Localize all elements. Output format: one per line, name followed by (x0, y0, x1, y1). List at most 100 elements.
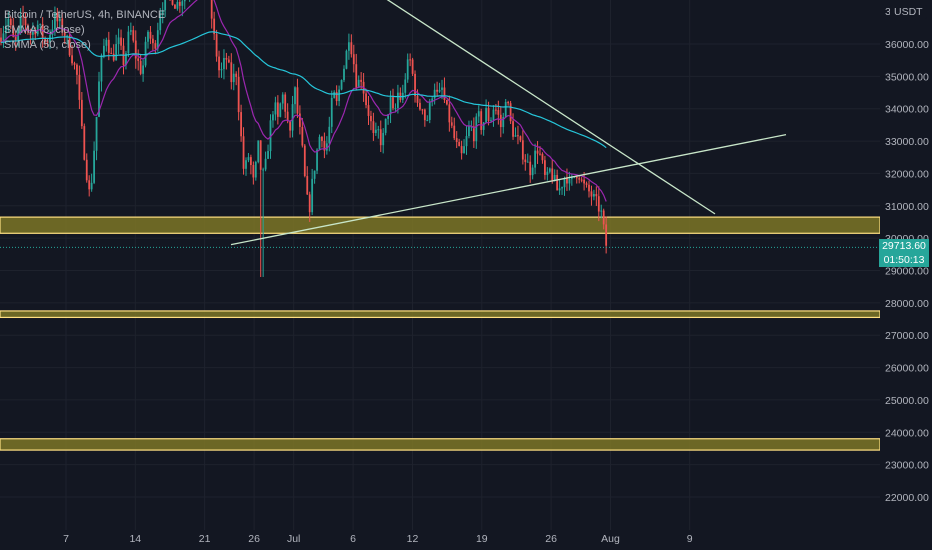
candle-body (431, 98, 434, 102)
candle-body (103, 45, 105, 56)
candle-body (406, 59, 409, 80)
candle-body (566, 178, 568, 184)
candle-body (100, 55, 103, 82)
candle-body (46, 41, 49, 43)
candle-body (14, 36, 17, 42)
candle-body (264, 158, 267, 170)
candle-body (404, 79, 407, 93)
candle-body (458, 142, 461, 147)
candle-body (590, 191, 593, 197)
smma-8-label[interactable]: SMMA (8, close) (4, 24, 85, 36)
candle-body (463, 146, 465, 154)
candle-body (426, 119, 429, 121)
candle-body (83, 126, 86, 160)
candle-body (73, 63, 76, 65)
candle-body (164, 0, 167, 11)
candle-body (394, 108, 397, 110)
date-tick-label: 7 (63, 533, 69, 545)
candle-body (541, 153, 544, 161)
candle-body (267, 151, 269, 159)
candle-body (448, 104, 451, 123)
price-tick-label: 26000.00 (885, 363, 929, 375)
price-tick-label: 28000.00 (885, 298, 929, 310)
candle-body (421, 109, 424, 111)
date-tick-label: 12 (407, 533, 419, 545)
candle-body (120, 37, 122, 46)
candle-body (215, 34, 218, 57)
candle-body (105, 39, 108, 46)
candle-body (588, 184, 590, 192)
candle-body (235, 73, 238, 77)
candle-body (389, 97, 392, 115)
symbol-title[interactable]: Bitcoin / TetherUS, 4h, BINANCE (4, 9, 166, 21)
candle-body (544, 160, 546, 175)
candle-body (227, 59, 230, 63)
candle-body (259, 140, 262, 170)
candle-body (411, 59, 414, 74)
candle-body (490, 120, 492, 122)
candle-body (330, 97, 333, 127)
candle-body (333, 92, 336, 98)
candle-body (455, 138, 458, 143)
candle-body (12, 25, 15, 37)
candle-body (605, 224, 608, 246)
trendline (386, 0, 716, 215)
candle-body (134, 40, 137, 59)
candle-body (365, 93, 367, 106)
candle-body (78, 74, 81, 100)
price-tick-label: 34000.00 (885, 104, 929, 116)
candle-body (22, 15, 24, 17)
candle-body (597, 196, 600, 212)
date-tick-label: 21 (199, 533, 211, 545)
candle-body (61, 18, 64, 33)
candle-body (7, 18, 10, 26)
candle-body (129, 30, 132, 32)
candle-body (137, 58, 140, 61)
candle-body (397, 92, 399, 109)
candle-body (460, 146, 463, 154)
candle-body (512, 121, 514, 137)
candle-body (276, 102, 279, 117)
candle-body (367, 105, 370, 116)
candle-body (600, 210, 603, 212)
candle-body (132, 30, 135, 41)
trendlines (230, 0, 787, 246)
date-tick-label: 19 (476, 533, 488, 545)
candle-body (387, 114, 389, 119)
candle-body (24, 16, 27, 26)
candle-body (232, 73, 235, 83)
candle-body (139, 60, 142, 74)
date-tick-label: 14 (129, 533, 141, 545)
candle-body (9, 18, 12, 26)
candle-body (379, 129, 382, 146)
candle-body (423, 109, 426, 121)
price-tick-label: 23000.00 (885, 460, 929, 472)
price-axis[interactable]: 22000.00 23000.00 24000.00 25000.00 26000.00… (880, 0, 932, 550)
candle-body (450, 122, 453, 126)
time-axis[interactable]: 7 14 21 26 Jul 6 12 19 26 Aug 9 (63, 533, 693, 545)
candle-body (5, 25, 7, 34)
candle-body (90, 182, 93, 190)
candle-body (54, 13, 56, 30)
candle-body (436, 89, 438, 92)
candle-body (585, 183, 588, 185)
candle-body (254, 161, 257, 178)
candle-body (93, 150, 95, 183)
currency-unit[interactable]: USDT (890, 5, 927, 19)
candle-body (29, 31, 32, 35)
candle-body (583, 179, 585, 184)
candle-body (370, 115, 372, 122)
smma-8-line (0, 0, 607, 202)
candle-body (291, 104, 294, 131)
candle-body (296, 87, 299, 114)
candle-body (125, 53, 127, 66)
date-tick-label: Jul (287, 533, 300, 545)
price-axis-bg (880, 0, 932, 550)
smma-50-line (0, 31, 607, 149)
smma-50-label[interactable]: SMMA (50, close) (4, 39, 91, 51)
candle-body (142, 65, 144, 74)
candle-body (392, 97, 394, 109)
candle-body (68, 35, 71, 56)
candle-body (301, 126, 304, 146)
